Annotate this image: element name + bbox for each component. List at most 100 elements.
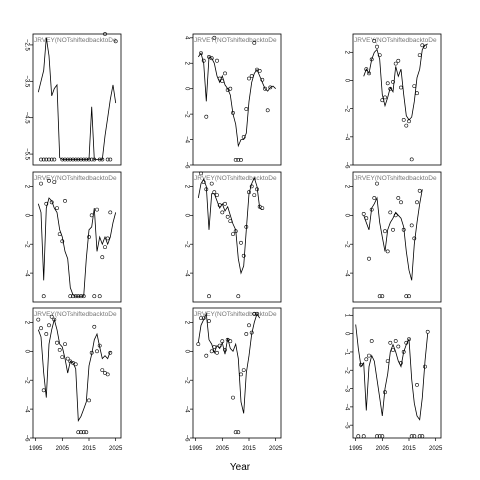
- y-tick-label: −2: [183, 377, 189, 385]
- data-point: [388, 340, 393, 345]
- series-line: [197, 176, 263, 275]
- data-point: [84, 430, 89, 435]
- data-point: [268, 85, 273, 90]
- data-point: [399, 200, 403, 205]
- y-tick-label: 0: [183, 87, 189, 91]
- data-point: [380, 98, 385, 103]
- y-tick-label: −6: [343, 162, 349, 170]
- data-point: [391, 80, 395, 84]
- data-point: [79, 294, 83, 299]
- data-point: [215, 193, 219, 198]
- data-point: [396, 344, 401, 349]
- data-point: [217, 203, 222, 208]
- data-point: [92, 324, 97, 329]
- panel-8: JRVEY(NOTshiftedbacktoDe −6 −4 −2 0 2 1995 2005…: [183, 307, 283, 452]
- data-point: [49, 200, 54, 205]
- data-point: [372, 39, 377, 43]
- data-point: [105, 236, 110, 241]
- y-tick-label: 0: [343, 332, 349, 336]
- data-point: [380, 294, 385, 299]
- data-point: [239, 157, 243, 162]
- data-point: [359, 362, 363, 367]
- y-tick-label: −2: [343, 105, 349, 113]
- data-point: [367, 71, 371, 76]
- panel-2: JRVEY(NOTshiftedbacktoDe −6 −4 −2 0 2 4: [183, 33, 282, 170]
- data-point: [65, 157, 70, 162]
- data-point: [44, 201, 49, 206]
- data-point: [97, 157, 102, 162]
- y-tick-label: 2: [183, 321, 189, 325]
- data-point: [420, 434, 425, 439]
- data-point: [412, 434, 417, 439]
- panel-title: JRVEY(NOTshiftedbacktoDe: [194, 37, 277, 44]
- data-point: [201, 58, 206, 63]
- data-point: [220, 79, 225, 84]
- y-tick-label: 2: [23, 185, 29, 189]
- data-point: [207, 294, 211, 299]
- series-line: [363, 189, 423, 281]
- data-point: [407, 337, 411, 342]
- data-point: [63, 342, 67, 347]
- data-point: [393, 61, 398, 66]
- data-point: [257, 69, 262, 73]
- data-point: [239, 372, 243, 377]
- data-point: [361, 434, 366, 439]
- data-point: [404, 340, 409, 345]
- data-point: [199, 171, 203, 176]
- y-tick-label: −4: [23, 270, 29, 278]
- data-point: [57, 347, 62, 352]
- data-point: [401, 118, 406, 122]
- data-point: [103, 32, 107, 36]
- y-tick-label: −4: [343, 133, 349, 141]
- data-point: [92, 294, 97, 299]
- data-point: [377, 294, 382, 299]
- data-point: [207, 319, 211, 323]
- panel-title: JRVEY(NOTshiftedbacktoDe: [34, 37, 117, 44]
- panel-title: JRVEY(NOTshiftedbacktoDe: [34, 175, 117, 182]
- data-point: [244, 107, 249, 111]
- data-point: [372, 196, 377, 200]
- data-point: [223, 347, 227, 352]
- data-point: [415, 200, 419, 205]
- data-point: [385, 81, 390, 86]
- data-point: [100, 157, 105, 162]
- data-point: [407, 294, 411, 299]
- y-tick-label: 2: [23, 321, 29, 325]
- data-point: [89, 350, 94, 355]
- data-point: [247, 323, 251, 328]
- data-point: [73, 294, 78, 299]
- data-point: [364, 357, 369, 362]
- panel-title: JRVEY(NOTshiftedbacktoDe: [354, 175, 437, 182]
- panel-title: JRVEY(NOTshiftedbacktoDe: [354, 37, 437, 44]
- x-tick-label: 2015: [402, 446, 416, 452]
- data-point: [404, 123, 409, 128]
- data-point: [87, 398, 91, 403]
- data-point: [199, 51, 203, 56]
- data-point: [399, 360, 403, 365]
- panel-frame: [192, 33, 282, 166]
- data-point: [49, 314, 54, 319]
- x-tick-label: 2005: [376, 446, 390, 452]
- data-point: [396, 196, 401, 200]
- data-point: [377, 53, 382, 58]
- data-point: [249, 330, 254, 335]
- data-point: [108, 210, 113, 215]
- data-point: [252, 311, 257, 316]
- data-point: [73, 157, 78, 162]
- data-point: [52, 317, 57, 322]
- data-point: [223, 201, 227, 206]
- data-point: [220, 210, 225, 215]
- data-point: [209, 181, 214, 186]
- data-point: [233, 229, 238, 234]
- y-tick-label: −6: [183, 162, 189, 170]
- x-tick-label: 2005: [56, 446, 70, 452]
- data-point: [87, 235, 91, 239]
- data-point: [415, 382, 419, 387]
- data-point: [383, 229, 387, 234]
- y-tick-label: 0: [23, 350, 29, 354]
- data-point: [249, 184, 254, 189]
- data-point: [231, 111, 235, 115]
- y-tick-label: −1: [343, 349, 349, 357]
- data-point: [393, 339, 398, 343]
- data-point: [41, 388, 46, 393]
